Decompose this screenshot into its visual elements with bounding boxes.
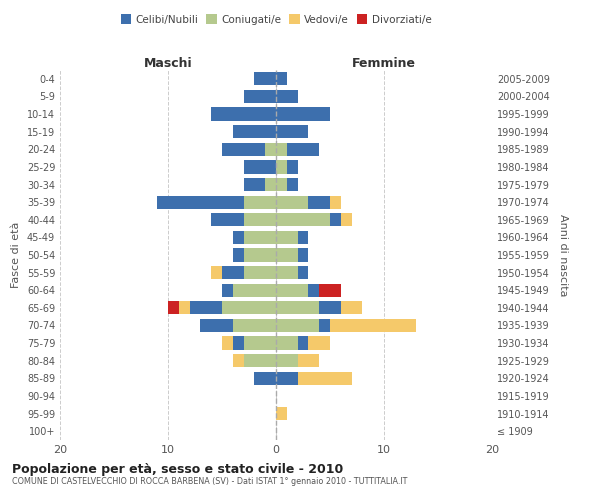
Bar — [276, 125, 308, 138]
Bar — [179, 301, 190, 314]
Bar — [276, 284, 308, 297]
Bar — [287, 160, 298, 173]
Bar — [319, 284, 341, 297]
Bar — [254, 72, 276, 86]
Bar — [276, 160, 287, 173]
Bar — [319, 319, 330, 332]
Bar — [244, 248, 276, 262]
Text: Popolazione per età, sesso e stato civile - 2010: Popolazione per età, sesso e stato civil… — [12, 462, 343, 475]
Bar — [276, 336, 298, 349]
Bar — [211, 213, 244, 226]
Bar — [265, 178, 276, 191]
Bar — [244, 266, 276, 279]
Bar — [298, 231, 308, 244]
Bar — [244, 160, 276, 173]
Bar — [200, 319, 233, 332]
Bar — [308, 284, 319, 297]
Bar — [254, 372, 276, 385]
Bar — [244, 90, 276, 103]
Text: Femmine: Femmine — [352, 57, 416, 70]
Bar — [276, 142, 287, 156]
Bar — [287, 178, 298, 191]
Legend: Celibi/Nubili, Coniugati/e, Vedovi/e, Divorziati/e: Celibi/Nubili, Coniugati/e, Vedovi/e, Di… — [116, 10, 436, 29]
Bar — [276, 196, 308, 209]
Bar — [276, 319, 319, 332]
Bar — [276, 354, 298, 368]
Bar — [276, 407, 287, 420]
Bar — [276, 108, 330, 120]
Text: COMUNE DI CASTELVECCHIO DI ROCCA BARBENA (SV) - Dati ISTAT 1° gennaio 2010 - TUT: COMUNE DI CASTELVECCHIO DI ROCCA BARBENA… — [12, 478, 407, 486]
Bar — [244, 178, 265, 191]
Bar — [298, 354, 319, 368]
Y-axis label: Anni di nascita: Anni di nascita — [558, 214, 568, 296]
Bar — [265, 142, 276, 156]
Bar — [276, 248, 298, 262]
Bar — [276, 213, 330, 226]
Bar — [244, 336, 276, 349]
Bar — [222, 284, 233, 297]
Bar — [341, 213, 352, 226]
Bar — [276, 372, 298, 385]
Text: Maschi: Maschi — [143, 57, 193, 70]
Bar — [308, 196, 330, 209]
Bar — [298, 266, 308, 279]
Bar — [190, 301, 222, 314]
Bar — [233, 336, 244, 349]
Bar — [244, 213, 276, 226]
Bar — [244, 196, 276, 209]
Bar — [298, 248, 308, 262]
Bar — [276, 266, 298, 279]
Bar — [276, 90, 298, 103]
Y-axis label: Fasce di età: Fasce di età — [11, 222, 21, 288]
Bar — [287, 142, 319, 156]
Bar — [211, 266, 222, 279]
Bar — [233, 319, 276, 332]
Bar — [222, 336, 233, 349]
Bar — [233, 125, 276, 138]
Bar — [319, 301, 341, 314]
Bar — [330, 213, 341, 226]
Bar — [276, 72, 287, 86]
Bar — [298, 372, 352, 385]
Bar — [233, 354, 244, 368]
Bar — [222, 142, 265, 156]
Bar — [233, 231, 244, 244]
Bar — [330, 196, 341, 209]
Bar — [244, 231, 276, 244]
Bar — [233, 284, 276, 297]
Bar — [276, 178, 287, 191]
Bar — [330, 319, 416, 332]
Bar — [276, 231, 298, 244]
Bar — [276, 301, 319, 314]
Bar — [341, 301, 362, 314]
Bar — [168, 301, 179, 314]
Bar — [222, 266, 244, 279]
Bar — [244, 354, 276, 368]
Bar — [211, 108, 276, 120]
Bar — [222, 301, 276, 314]
Bar — [298, 336, 308, 349]
Bar — [308, 336, 330, 349]
Bar — [157, 196, 244, 209]
Bar — [233, 248, 244, 262]
